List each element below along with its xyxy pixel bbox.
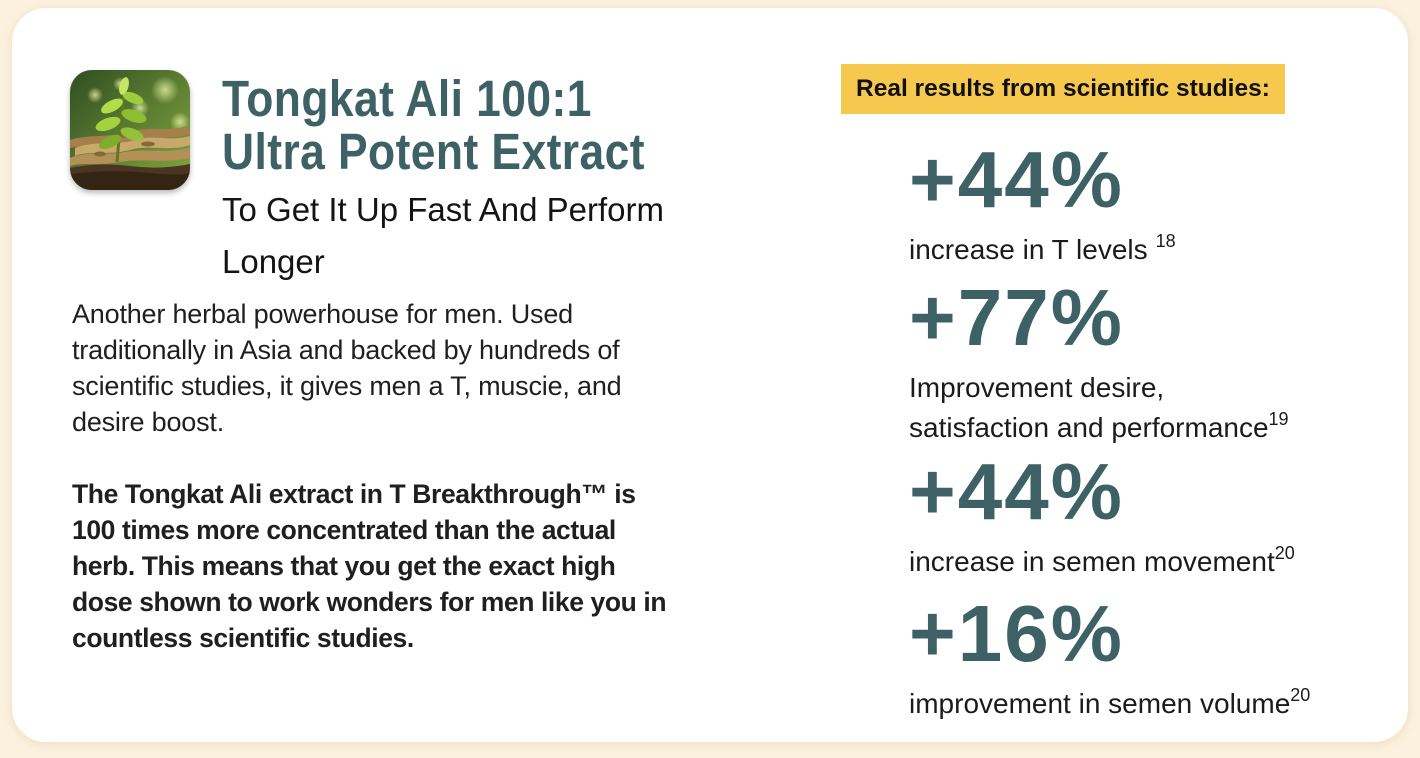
tongkat-ali-root-illustration-icon [70, 70, 190, 190]
stat-value: +44% [909, 135, 1124, 224]
stat-semen-movement: +44% increase in semen movement20 [909, 444, 1349, 582]
product-description: Another herbal powerhouse for men. Used … [72, 299, 622, 437]
footnote-ref: 20 [1290, 685, 1311, 705]
stat-label-text: improvement in semen volume [909, 688, 1291, 719]
footnote-ref: 20 [1274, 543, 1295, 563]
product-title-line-1: Tongkat Ali 100:1 [222, 70, 592, 127]
product-title-line-2: Ultra Potent Extract [222, 123, 645, 180]
stat-label: Improvement desire, satisfaction and per… [909, 368, 1349, 448]
stat-desire-performance: +77% Improvement desire, satisfaction an… [909, 270, 1349, 448]
footnote-ref: 18 [1155, 231, 1176, 251]
stat-value: +44% [909, 447, 1124, 536]
stat-label: improvement in semen volume20 [909, 684, 1349, 724]
results-header: Real results from scientific studies: [841, 64, 1285, 114]
stat-value: +77% [909, 273, 1124, 362]
stat-label-text: Improvement desire, satisfaction and per… [909, 372, 1269, 443]
footnote-ref: 19 [1268, 409, 1289, 429]
product-subtitle: To Get It Up Fast And Perform Longer [222, 191, 665, 280]
stat-label-text: increase in semen movement [909, 546, 1275, 577]
stat-t-levels: +44% increase in T levels 18 [909, 132, 1349, 270]
stat-label: increase in semen movement20 [909, 542, 1349, 582]
stat-label: increase in T levels 18 [909, 230, 1349, 270]
stat-semen-volume: +16% improvement in semen volume20 [909, 586, 1349, 724]
product-photo [70, 70, 190, 190]
product-card: Tongkat Ali 100:1 Ultra Potent Extract T… [12, 8, 1408, 742]
product-title: Tongkat Ali 100:1 Ultra Potent Extract [222, 72, 645, 178]
stat-label-text: increase in T levels [909, 234, 1148, 265]
product-highlight-paragraph: The Tongkat Ali extract in T Breakthroug… [72, 479, 667, 653]
stat-value: +16% [909, 589, 1124, 678]
